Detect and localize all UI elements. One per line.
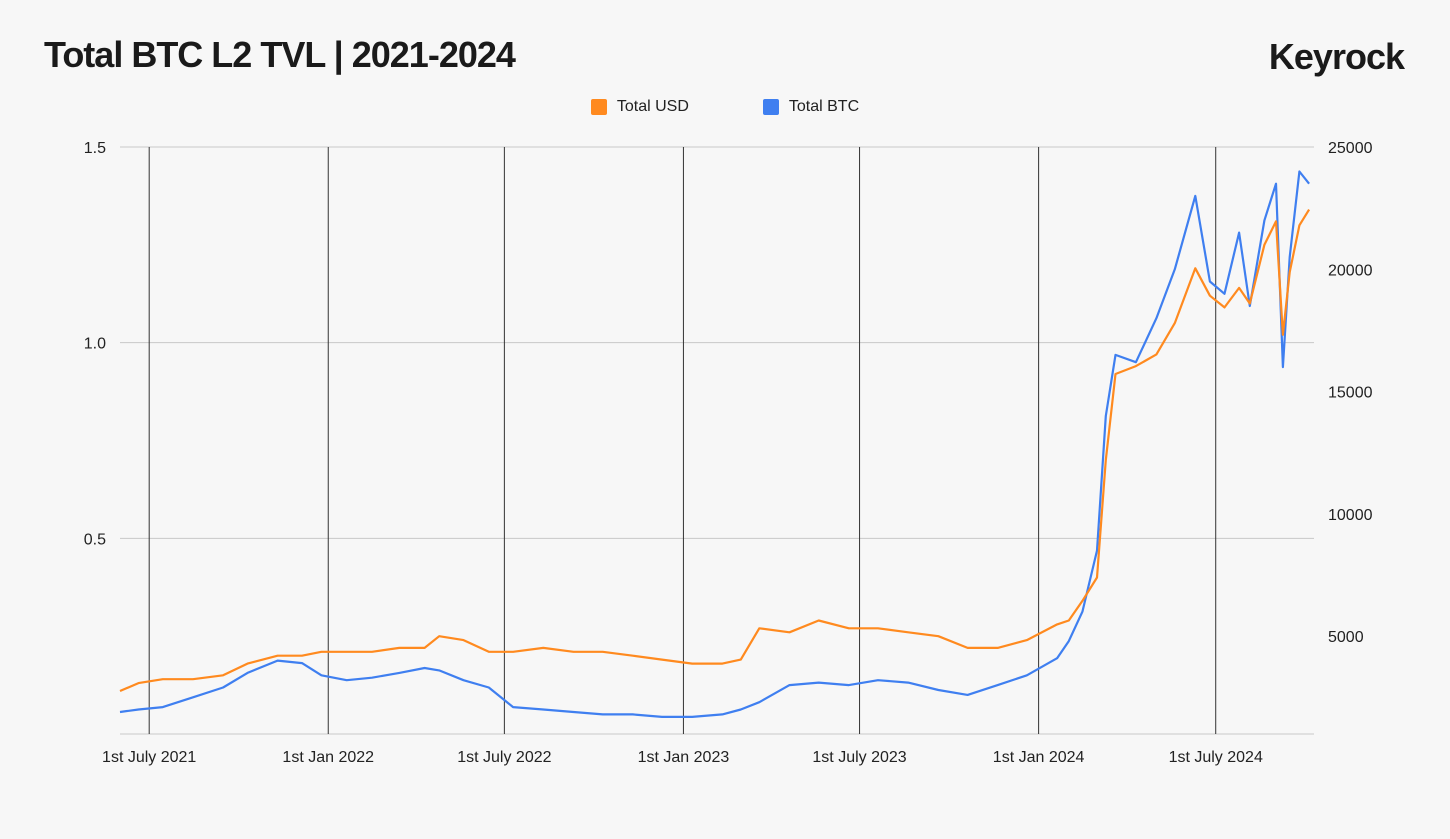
x-tick-label: 1st July 2021 (102, 749, 196, 766)
x-tick-label: 1st July 2023 (812, 749, 906, 766)
legend-swatch-total-btc (762, 99, 779, 115)
y-left-tick-label: 1.5 (84, 140, 106, 157)
y-right-tick-label: 20000 (1328, 262, 1373, 279)
legend-item-total-usd: Total USD (590, 98, 689, 116)
y-right-tick-label: 25000 (1328, 140, 1373, 157)
legend-swatch-total-usd (590, 99, 607, 115)
x-tick-label: 1st Jan 2024 (993, 749, 1085, 766)
x-tick-label: 1st Jan 2023 (638, 749, 730, 766)
y-left-tick-label: 1.0 (84, 336, 106, 353)
y-right-tick-label: 15000 (1328, 385, 1373, 402)
legend: Total USD Total BTC (0, 98, 1450, 116)
y-left-tick-label: 0.5 (84, 531, 106, 548)
series-line-total-btc (119, 170, 1310, 719)
y-right-tick-label: 5000 (1328, 629, 1364, 646)
legend-label-total-btc: Total BTC (788, 98, 860, 115)
series-line-total-usd (119, 209, 1311, 693)
legend-label-total-usd: Total USD (616, 98, 689, 115)
chart-title: Total BTC L2 TVL | 2021-2024 (44, 34, 516, 75)
x-tick-label: 1st July 2022 (457, 749, 551, 766)
brand-logo: Keyrock (1268, 36, 1405, 77)
y-right-tick-label: 10000 (1328, 507, 1373, 524)
x-tick-label: 1st Jan 2022 (282, 749, 374, 766)
x-tick-label: 1st July 2024 (1169, 749, 1263, 766)
legend-item-total-btc: Total BTC (762, 98, 860, 116)
